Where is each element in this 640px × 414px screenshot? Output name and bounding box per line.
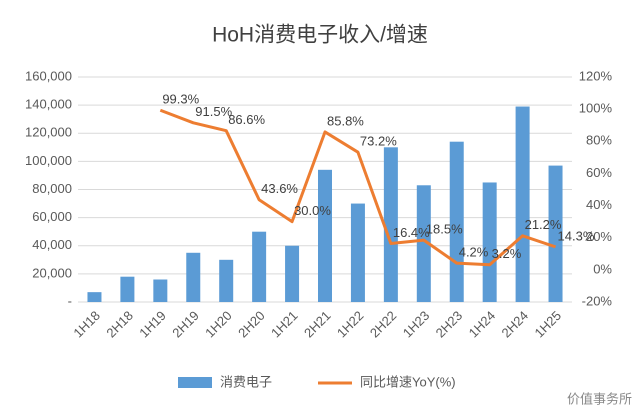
x-tick-label: 1H23 [400, 308, 433, 341]
y-tick-label: - [68, 293, 72, 308]
bar [153, 279, 168, 302]
y2-tick-label: 40% [586, 197, 612, 212]
y2-tick-label: 80% [586, 133, 612, 148]
x-tick-label: 1H21 [268, 308, 301, 341]
y2-tick-label: 120% [579, 68, 613, 83]
y-tick-label: 120,000 [25, 125, 72, 140]
x-tick-label: 1H19 [136, 308, 169, 341]
y-tick-label: 80,000 [32, 181, 72, 196]
data-label: 85.8% [327, 113, 364, 128]
bar [416, 185, 431, 302]
bar [252, 231, 267, 302]
y-tick-label: 100,000 [25, 153, 72, 168]
bar [318, 169, 332, 302]
x-tick-label: 1H25 [532, 308, 565, 341]
x-tick-label: 1H20 [202, 308, 235, 341]
bar [515, 106, 530, 302]
data-label: 73.2% [360, 134, 397, 149]
x-tick-label: 2H23 [433, 308, 466, 341]
data-label: 18.5% [426, 222, 463, 237]
bar [219, 259, 234, 302]
y-tick-label: 40,000 [32, 237, 72, 252]
y2-tick-label: 100% [579, 101, 613, 116]
line [159, 108, 557, 267]
data-label: 99.3% [162, 92, 199, 107]
data-label: 16.4% [393, 225, 430, 240]
legend-label: 同比增速YoY(%) [360, 374, 456, 389]
y-tick-label: 140,000 [25, 97, 72, 112]
y2-tick-label: 20% [586, 229, 612, 244]
y-tick-label: 60,000 [32, 209, 72, 224]
data-label: 4.2% [459, 245, 489, 260]
chart-title: HoH消费电子收入/增速 [212, 24, 428, 47]
bar [482, 182, 497, 302]
bar [350, 203, 365, 302]
data-label: 43.6% [261, 181, 298, 196]
data-label: 14.3% [558, 228, 595, 243]
x-tick-label: 1H22 [334, 308, 367, 341]
x-tick-label: 1H18 [70, 308, 103, 341]
bar [285, 245, 300, 302]
bar [383, 147, 398, 302]
x-tick-label: 2H18 [103, 308, 136, 341]
data-label: 21.2% [525, 217, 562, 232]
legend-swatch [178, 377, 212, 388]
x-tick-label: 2H19 [169, 308, 202, 341]
x-tick-label: 2H21 [301, 308, 334, 341]
data-label: 3.2% [492, 246, 522, 261]
x-tick-label: 2H20 [235, 308, 268, 341]
bar [87, 292, 102, 302]
x-tick-label: 2H22 [367, 308, 400, 341]
legend-label: 消费电子 [220, 374, 272, 389]
watermark: 价值事务所 [567, 391, 632, 406]
x-tick-label: 1H24 [466, 308, 499, 341]
y-tick-label: 160,000 [25, 68, 72, 83]
y2-tick-label: -20% [582, 293, 613, 308]
y2-tick-label: 60% [586, 165, 612, 180]
y-tick-label: 20,000 [32, 265, 72, 280]
data-label: 86.6% [228, 112, 265, 127]
bar [120, 276, 135, 302]
y2-tick-label: 0% [593, 261, 612, 276]
bar [186, 252, 201, 302]
data-label: 30.0% [294, 203, 331, 218]
x-tick-label: 2H24 [499, 308, 532, 341]
bar [548, 165, 563, 302]
data-label: 91.5% [195, 104, 232, 119]
